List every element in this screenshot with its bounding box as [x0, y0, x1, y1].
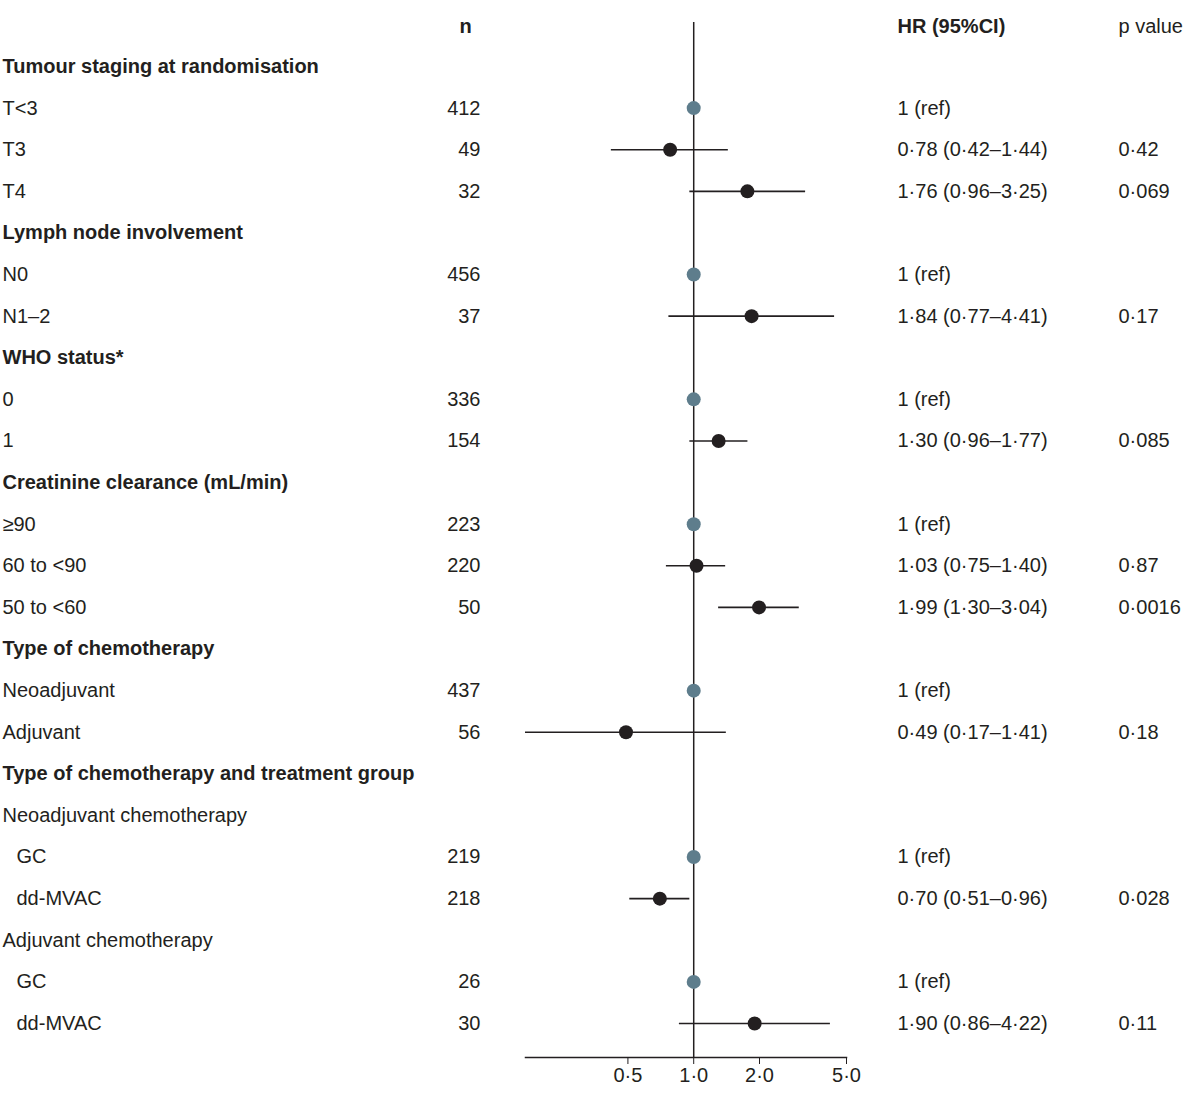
svg-text:dd-MVAC: dd-MVAC	[17, 887, 102, 909]
svg-text:1 (ref): 1 (ref)	[898, 513, 951, 535]
svg-text:49: 49	[458, 138, 480, 160]
svg-text:T4: T4	[3, 180, 26, 202]
svg-text:WHO status*: WHO status*	[3, 346, 124, 368]
svg-text:dd-MVAC: dd-MVAC	[17, 1012, 102, 1034]
svg-text:30: 30	[458, 1012, 480, 1034]
svg-text:50 to <60: 50 to <60	[3, 596, 87, 618]
svg-text:p value: p value	[1119, 15, 1184, 37]
svg-text:154: 154	[447, 429, 480, 451]
svg-text:0·49 (0·17–1·41): 0·49 (0·17–1·41)	[898, 721, 1048, 743]
svg-text:Tumour staging at randomisatio: Tumour staging at randomisation	[3, 55, 319, 77]
svg-text:1·76 (0·96–3·25): 1·76 (0·96–3·25)	[898, 180, 1048, 202]
svg-text:437: 437	[447, 679, 480, 701]
svg-text:0·0016: 0·0016	[1119, 596, 1181, 618]
svg-text:Neoadjuvant chemotherapy: Neoadjuvant chemotherapy	[3, 804, 248, 826]
svg-text:0·085: 0·085	[1119, 429, 1170, 451]
svg-text:1: 1	[3, 429, 14, 451]
svg-text:0·17: 0·17	[1119, 305, 1159, 327]
svg-text:Adjuvant chemotherapy: Adjuvant chemotherapy	[3, 929, 213, 951]
svg-text:0·5: 0·5	[613, 1064, 642, 1086]
svg-text:Type of chemotherapy: Type of chemotherapy	[3, 637, 216, 659]
svg-text:Creatinine clearance (mL/min): Creatinine clearance (mL/min)	[3, 471, 289, 493]
svg-text:219: 219	[447, 845, 480, 867]
svg-text:1·90 (0·86–4·22): 1·90 (0·86–4·22)	[898, 1012, 1048, 1034]
svg-text:1·03 (0·75–1·40): 1·03 (0·75–1·40)	[898, 554, 1048, 576]
svg-text:412: 412	[447, 97, 480, 119]
svg-text:Adjuvant: Adjuvant	[3, 721, 81, 743]
svg-text:0·70 (0·51–0·96): 0·70 (0·51–0·96)	[898, 887, 1048, 909]
svg-text:1·0: 1·0	[679, 1064, 708, 1086]
svg-text:Neoadjuvant: Neoadjuvant	[3, 679, 116, 701]
svg-text:T3: T3	[3, 138, 26, 160]
svg-text:2·0: 2·0	[745, 1064, 774, 1086]
svg-text:HR (95%CI): HR (95%CI)	[898, 15, 1006, 37]
svg-text:0·11: 0·11	[1119, 1012, 1158, 1034]
svg-text:1·30 (0·96–1·77): 1·30 (0·96–1·77)	[898, 429, 1048, 451]
svg-text:0·069: 0·069	[1119, 180, 1170, 202]
svg-text:456: 456	[447, 263, 480, 285]
svg-text:0·78 (0·42–1·44): 0·78 (0·42–1·44)	[898, 138, 1048, 160]
svg-text:60 to <90: 60 to <90	[3, 554, 87, 576]
svg-text:N0: N0	[3, 263, 29, 285]
svg-text:5·0: 5·0	[832, 1064, 861, 1086]
svg-text:220: 220	[447, 554, 480, 576]
svg-text:32: 32	[458, 180, 480, 202]
svg-text:1 (ref): 1 (ref)	[898, 845, 951, 867]
svg-text:1 (ref): 1 (ref)	[898, 679, 951, 701]
svg-text:1 (ref): 1 (ref)	[898, 388, 951, 410]
svg-text:336: 336	[447, 388, 480, 410]
svg-text:26: 26	[458, 970, 480, 992]
svg-text:T<3: T<3	[3, 97, 38, 119]
svg-text:223: 223	[447, 513, 480, 535]
svg-text:N1–2: N1–2	[3, 305, 51, 327]
svg-text:0: 0	[3, 388, 14, 410]
svg-text:0·18: 0·18	[1119, 721, 1159, 743]
svg-text:GC: GC	[17, 845, 47, 867]
svg-text:≥90: ≥90	[3, 513, 36, 535]
svg-text:1·99 (1·30–3·04): 1·99 (1·30–3·04)	[898, 596, 1048, 618]
svg-text:Type of chemotherapy and treat: Type of chemotherapy and treatment group	[3, 762, 415, 784]
svg-text:56: 56	[458, 721, 480, 743]
svg-text:0·42: 0·42	[1119, 138, 1159, 160]
svg-text:1·84 (0·77–4·41): 1·84 (0·77–4·41)	[898, 305, 1048, 327]
svg-text:GC: GC	[17, 970, 47, 992]
svg-text:37: 37	[458, 305, 480, 327]
svg-text:50: 50	[458, 596, 480, 618]
svg-text:0·87: 0·87	[1119, 554, 1159, 576]
svg-text:1 (ref): 1 (ref)	[898, 263, 951, 285]
svg-text:0·028: 0·028	[1119, 887, 1170, 909]
svg-text:Lymph node involvement: Lymph node involvement	[3, 221, 244, 243]
svg-text:n: n	[459, 15, 471, 37]
svg-text:1 (ref): 1 (ref)	[898, 97, 951, 119]
svg-text:218: 218	[447, 887, 480, 909]
svg-text:1 (ref): 1 (ref)	[898, 970, 951, 992]
